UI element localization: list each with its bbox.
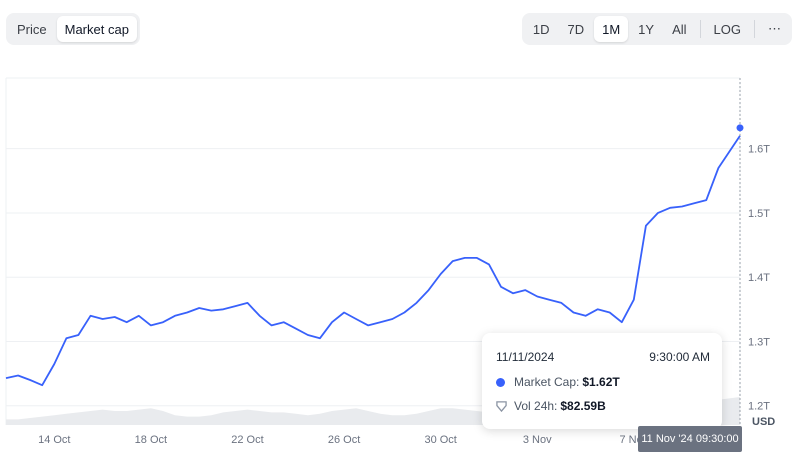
chart-tooltip: 11/11/2024 9:30:00 AM Market Cap: $1.62T… — [482, 333, 722, 429]
toggle-separator — [754, 20, 755, 38]
more-options-icon[interactable]: ⋯ — [760, 16, 789, 42]
range-1m-button[interactable]: 1M — [594, 16, 629, 42]
y-tick-label: 1.5T — [748, 208, 770, 220]
x-tick-label: 14 Oct — [38, 434, 70, 446]
x-axis: 14 Oct 18 Oct 22 Oct 26 Oct 30 Oct 3 Nov 7 Nov — [38, 434, 649, 446]
y-axis-unit-label: USD — [752, 416, 775, 428]
range-all-button[interactable]: All — [664, 16, 694, 42]
metric-toggle: Price Market cap — [6, 13, 140, 45]
log-scale-button[interactable]: LOG — [706, 16, 749, 42]
y-tick-label: 1.4T — [748, 272, 770, 284]
y-tick-label: 1.2T — [748, 401, 770, 413]
toggle-separator — [699, 20, 701, 38]
range-toggle: 1D 7D 1M 1Y All LOG ⋯ — [521, 13, 792, 45]
x-tick-label: 3 Nov — [523, 434, 552, 446]
x-tick-label: 18 Oct — [135, 434, 167, 446]
tooltip-time: 9:30:00 AM — [649, 350, 710, 364]
tooltip-header: 11/11/2024 9:30:00 AM — [496, 350, 710, 364]
x-tick-label: 26 Oct — [328, 434, 360, 446]
hover-point — [736, 124, 744, 132]
y-axis: 1.2T 1.3T 1.4T 1.5T 1.6T — [748, 144, 770, 413]
tooltip-date: 11/11/2024 — [496, 350, 555, 364]
y-tick-label: 1.3T — [748, 336, 770, 348]
range-1d-button[interactable]: 1D — [525, 16, 558, 42]
price-tab[interactable]: Price — [9, 16, 55, 42]
x-tick-label: 22 Oct — [231, 434, 263, 446]
y-tick-label: 1.6T — [748, 144, 770, 156]
market-cap-label: Market Cap: — [514, 375, 580, 389]
tooltip-market-cap-row: Market Cap: $1.62T — [496, 375, 710, 389]
range-1y-button[interactable]: 1Y — [630, 16, 662, 42]
volume-shield-icon — [496, 400, 507, 412]
market-cap-dot-icon — [496, 377, 505, 387]
volume-value: $82.59B — [560, 399, 606, 413]
tooltip-volume-row: Vol 24h: $82.59B — [496, 399, 710, 413]
market-cap-tab[interactable]: Market cap — [56, 16, 137, 42]
x-tick-label: 30 Oct — [424, 434, 456, 446]
market-cap-value: $1.62T — [582, 375, 620, 389]
volume-label: Vol 24h: — [514, 399, 558, 413]
range-7d-button[interactable]: 7D — [559, 16, 592, 42]
hover-date-label: 11 Nov '24 09:30:00 — [638, 426, 742, 452]
market-cap-line — [5, 135, 741, 387]
